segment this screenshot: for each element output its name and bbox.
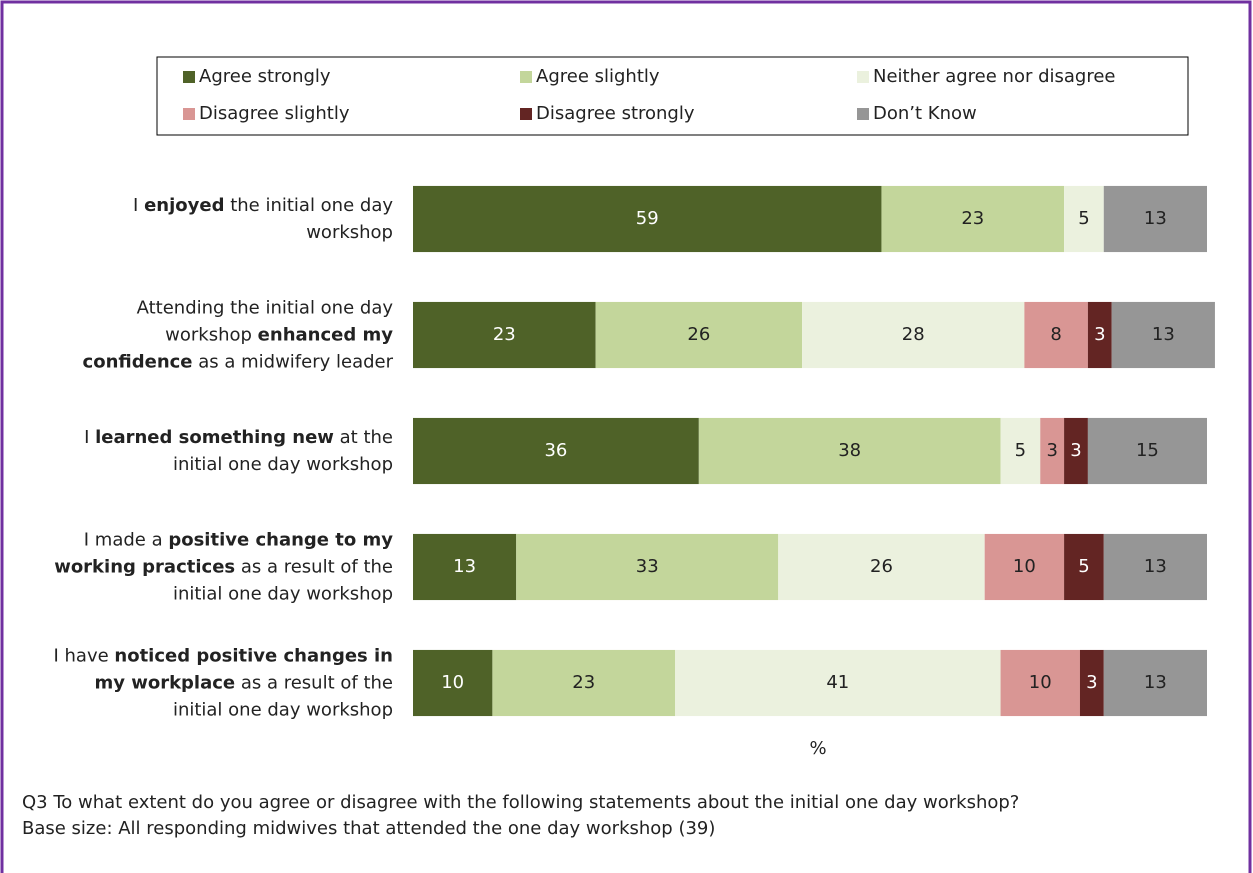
data-label: 38 [838, 440, 861, 461]
bar-segment [984, 533, 1065, 601]
category-label-part: as a midwifery leader [192, 351, 393, 373]
bar-segment [413, 301, 596, 369]
legend-box [156, 56, 1189, 136]
note: Q3 To what extent do you agree or disagr… [22, 792, 1019, 813]
category-label: I enjoyed the initial one day workshop [50, 192, 393, 246]
bar-segment [1064, 417, 1088, 485]
data-label: 33 [636, 556, 659, 577]
bar-segment [413, 533, 517, 601]
bar-segment [698, 417, 1001, 485]
category-label-part: noticed positive changes in my workplace [94, 645, 393, 694]
bar-segment [1103, 649, 1207, 717]
data-label: 13 [1144, 556, 1167, 577]
data-label: 23 [961, 208, 984, 229]
category-label-part: I [133, 195, 145, 216]
data-label: 36 [544, 440, 567, 461]
data-label: 26 [687, 324, 710, 345]
bar-segment [1111, 301, 1215, 369]
legend-swatch [183, 108, 195, 120]
bar-segment [1064, 185, 1104, 253]
bar-segment [1087, 301, 1112, 369]
bar-segment [1024, 301, 1088, 369]
category-label-part: I have [53, 645, 115, 667]
bar-segment [778, 533, 985, 601]
data-label: 41 [826, 672, 849, 693]
legend-label: Disagree strongly [536, 103, 695, 124]
x-axis-label: % [809, 738, 826, 759]
bar-segment [413, 185, 882, 253]
category-label: I learned something new at the initial o… [50, 424, 393, 478]
category-label: I have noticed positive changes in my wo… [50, 643, 393, 724]
bar-segment [595, 301, 803, 369]
bar-segment [516, 533, 779, 601]
legend-swatch [183, 71, 195, 83]
legend-label: Don’t Know [873, 103, 977, 124]
legend-label: Agree strongly [199, 66, 331, 87]
legend-label: Agree slightly [536, 66, 660, 87]
note: Base size: All responding midwives that … [22, 818, 715, 839]
bar-segment [675, 649, 1001, 717]
bar-segment [802, 301, 1025, 369]
data-label: 3 [1070, 440, 1081, 461]
bar-segment [1000, 417, 1041, 485]
data-label: 28 [902, 324, 925, 345]
data-label: 13 [1144, 208, 1167, 229]
category-label-part: positive change to my working practices [54, 529, 393, 578]
bar-segment [413, 649, 493, 717]
data-label: 5 [1015, 440, 1026, 461]
category-label-part: as a result of the initial one day works… [172, 672, 393, 721]
data-label: 10 [1029, 672, 1052, 693]
bar-segment [1064, 533, 1104, 601]
legend-swatch [857, 108, 869, 120]
category-label: I made a positive change to my working p… [50, 527, 393, 608]
data-label: 5 [1078, 556, 1089, 577]
category-label-part: Attending the initial one day workshop [136, 297, 393, 346]
legend-label: Disagree slightly [199, 103, 350, 124]
category-label-part: enjoyed [144, 195, 225, 216]
category-label-part: enhanced my confidence [82, 324, 393, 373]
data-label: 26 [870, 556, 893, 577]
bar-segment [492, 649, 676, 717]
category-label-part: as a result of the initial one day works… [172, 556, 393, 605]
data-label: 10 [1013, 556, 1036, 577]
data-label: 13 [453, 556, 476, 577]
data-label: 13 [1144, 672, 1167, 693]
bar-segment [881, 185, 1065, 253]
data-label: 59 [636, 208, 659, 229]
legend-swatch [857, 71, 869, 83]
legend-swatch [520, 71, 532, 83]
category-label-part: learned something new [95, 427, 334, 448]
data-label: 3 [1094, 324, 1105, 345]
bar-segment [1103, 185, 1207, 253]
data-label: 23 [572, 672, 595, 693]
bar-segment [1087, 417, 1207, 485]
bar-segment [1000, 649, 1080, 717]
data-label: 8 [1050, 324, 1061, 345]
bar-segment [413, 417, 699, 485]
legend-label: Neither agree nor disagree [873, 66, 1116, 87]
data-label: 15 [1136, 440, 1159, 461]
bar-segment [1079, 649, 1104, 717]
bar-segment [1040, 417, 1065, 485]
data-label: 23 [493, 324, 516, 345]
data-label: 3 [1046, 440, 1057, 461]
category-label-part: at the initial one day workshop [172, 427, 393, 475]
category-label-part: I [84, 427, 96, 448]
category-label-part: I made a [83, 529, 169, 551]
category-label-part: the initial one day workshop [224, 195, 393, 243]
data-label: 10 [441, 672, 464, 693]
legend-swatch [520, 108, 532, 120]
category-label: Attending the initial one day workshop e… [50, 295, 393, 376]
bar-segment [1103, 533, 1207, 601]
data-label: 5 [1078, 208, 1089, 229]
data-label: 13 [1152, 324, 1175, 345]
data-label: 3 [1086, 672, 1097, 693]
